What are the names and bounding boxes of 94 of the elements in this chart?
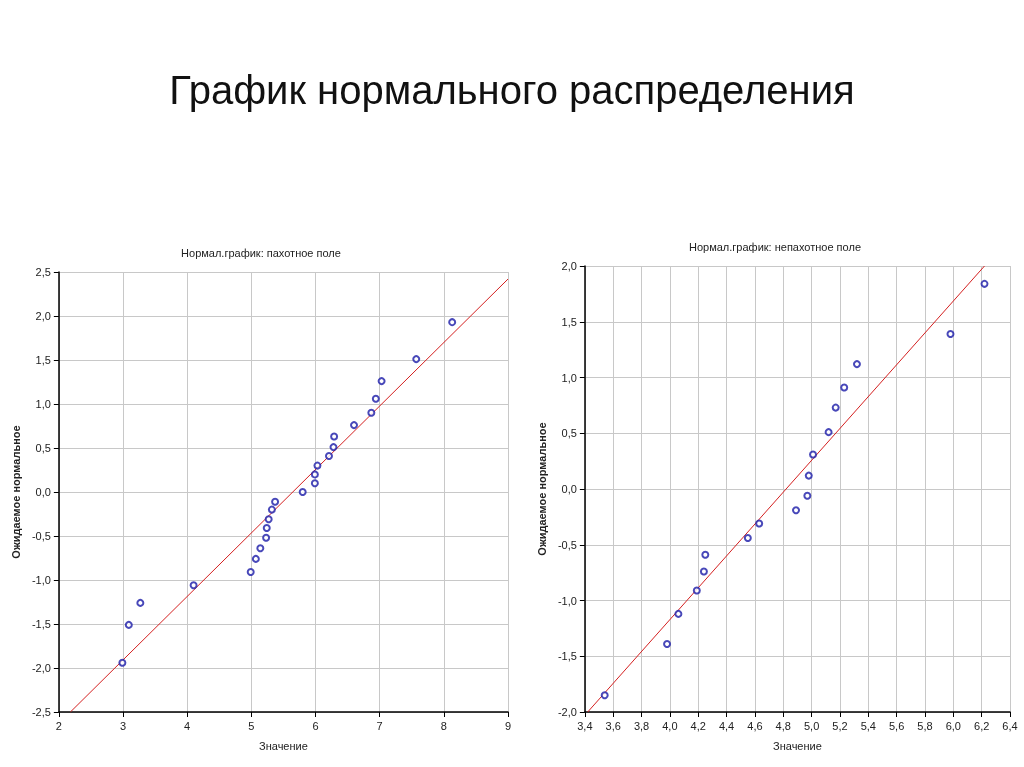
x-tick-label: 4	[184, 719, 191, 732]
point	[743, 534, 752, 543]
y-tick-label: 0,5	[561, 427, 577, 440]
y-tick-label: 1,0	[35, 398, 51, 410]
x-tick-label: 6,4	[1002, 719, 1018, 732]
x-tick-label: 5,0	[803, 719, 820, 732]
x-axis-title: Значение	[773, 739, 822, 752]
point	[663, 639, 672, 648]
chart-title: Нормал.график: непахотное поле	[689, 240, 861, 253]
y-tick-label: 1,0	[561, 371, 577, 384]
point	[412, 355, 421, 364]
y-tick-label: 2,5	[35, 266, 51, 278]
point	[792, 506, 801, 515]
point	[330, 432, 339, 441]
point	[852, 360, 861, 369]
y-tick-label: -2,0	[557, 706, 577, 718]
x-tick-label: 4,8	[775, 719, 791, 732]
x-tick-label: 6	[312, 719, 319, 732]
y-axis-title: Ожидаемое нормальное	[535, 422, 548, 556]
x-tick-label: 5	[248, 719, 255, 732]
y-tick-label: 1,5	[35, 354, 51, 366]
y-tick-label: 2,0	[35, 310, 51, 322]
x-tick-label: 3,4	[577, 719, 593, 732]
point	[262, 533, 271, 542]
point	[803, 491, 812, 500]
point	[840, 383, 849, 392]
point	[256, 544, 265, 553]
x-tick-label: 3,8	[633, 719, 650, 732]
x-tick-label: 4,0	[662, 719, 678, 732]
point	[136, 598, 145, 607]
point	[371, 394, 380, 403]
point	[831, 403, 840, 412]
chart-title: Нормал.график: пахотное поле	[181, 246, 341, 259]
point	[189, 581, 198, 590]
point	[118, 658, 127, 667]
y-tick-label: -1,0	[557, 594, 577, 607]
y-tick-label: -1,5	[31, 618, 51, 630]
y-axis-title: Ожидаемое нормальное	[9, 425, 22, 559]
x-tick-label: 5,6	[888, 719, 905, 732]
x-tick-label: 4,6	[747, 719, 763, 732]
x-axis-title: Значение	[259, 739, 308, 752]
y-tick-label: -1,5	[557, 650, 577, 663]
x-tick-label: 6,0	[945, 719, 961, 732]
point	[264, 515, 273, 524]
point	[246, 568, 255, 577]
point	[448, 318, 457, 327]
point	[350, 421, 359, 430]
y-tick-label: 0,0	[35, 486, 51, 498]
point	[262, 524, 271, 533]
point	[298, 488, 307, 496]
x-tick-label: 6,2	[974, 719, 990, 732]
point	[310, 470, 319, 479]
text: График нормального распределения	[168, 68, 856, 113]
point	[267, 505, 276, 514]
point	[329, 443, 338, 452]
x-tick-label: 2	[55, 719, 62, 732]
x-tick-label: 7	[376, 719, 383, 732]
x-tick-label: 4,4	[718, 719, 735, 732]
point	[367, 408, 376, 417]
point	[692, 586, 701, 595]
y-tick-label: -0,5	[31, 530, 51, 542]
point	[755, 519, 764, 528]
point	[980, 279, 989, 288]
x-tick-label: 5,8	[917, 719, 933, 732]
point	[124, 620, 133, 629]
y-tick-label: -2,5	[31, 706, 51, 718]
x-tick-label: 5,4	[860, 719, 876, 732]
point	[313, 461, 322, 470]
y-tick-label: -0,5	[557, 538, 577, 551]
y-tick-label: 1,5	[561, 315, 577, 328]
point	[377, 377, 386, 386]
point	[699, 567, 708, 576]
point	[809, 450, 818, 459]
x-tick-label: 4,2	[690, 719, 706, 732]
y-tick-label: 0,0	[561, 483, 577, 495]
x-tick-label: 5,2	[832, 719, 848, 732]
x-tick-label: 9	[504, 719, 512, 732]
y-tick-label: 0,5	[35, 442, 51, 454]
point	[824, 428, 833, 437]
y-tick-label: -1,0	[31, 574, 51, 586]
x-tick-label: 3,6	[605, 719, 621, 732]
x-tick-label: 8	[440, 719, 447, 732]
point	[701, 550, 710, 559]
point	[251, 554, 260, 563]
x-tick-label: 3	[119, 719, 127, 732]
point	[804, 471, 813, 480]
point	[310, 479, 319, 488]
point	[674, 609, 683, 618]
y-tick-label: -2,0	[31, 662, 51, 674]
y-tick-label: 2,0	[561, 260, 577, 272]
point	[600, 691, 609, 700]
point	[946, 330, 955, 339]
point	[324, 451, 333, 460]
point	[271, 497, 280, 506]
